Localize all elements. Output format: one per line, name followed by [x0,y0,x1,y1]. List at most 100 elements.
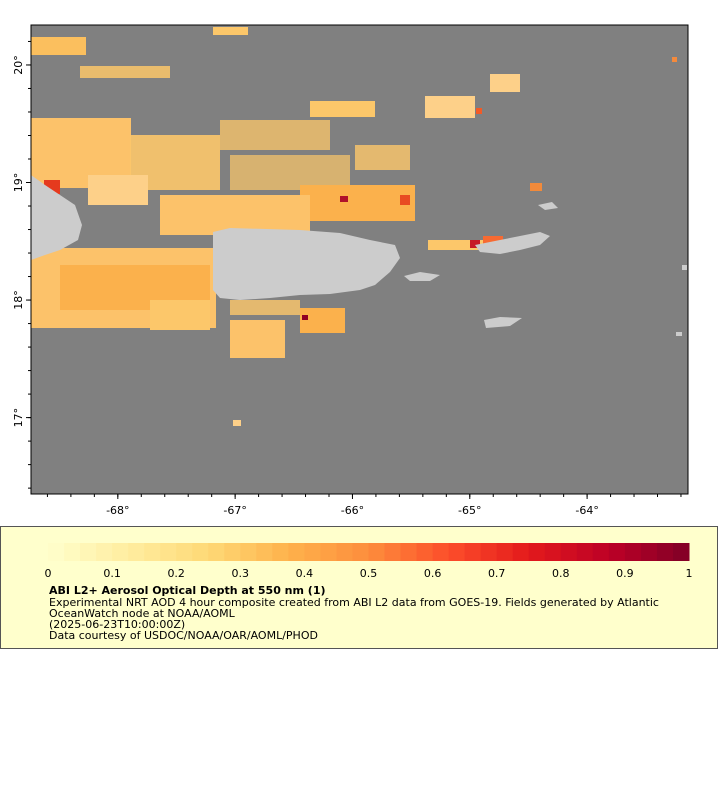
colorbar-cell [320,543,337,561]
colorbar-cell [128,543,145,561]
colorbar-cell [496,543,514,561]
aod-patch [530,183,542,191]
colorbar-cell [576,543,594,561]
colorbar-cell [256,543,273,561]
colorbar-tick-label: 0.2 [167,567,185,580]
colorbar-cell [448,543,466,561]
colorbar-cell [608,543,626,561]
legend-title: ABI L2+ Aerosol Optical Depth at 550 nm … [49,584,326,597]
map-plot[interactable]: -68° -67° -66° -65° -64° 20° 19° 18° 17° [0,0,720,520]
colorbar-cell [80,543,97,561]
colorbar-tick-label: 0.6 [424,567,442,580]
colorbar-cell [480,543,498,561]
aod-patch [213,27,248,35]
colorbar-tick-label: 0.9 [616,567,634,580]
lon-tick-label: -66° [341,504,364,517]
lon-tick-label: -68° [106,504,129,517]
aod-hotspot [476,108,482,114]
colorbar-tick-label: 0.3 [232,567,250,580]
aod-patch [355,145,410,170]
colorbar-cell [432,543,450,561]
colorbar-cell [400,543,418,561]
aod-patch [300,185,415,221]
lon-tick-label: -64° [575,504,598,517]
lat-tick-label: 19° [12,173,25,193]
colorbar-cell [672,543,690,561]
lat-tick-label: 20° [12,55,25,75]
colorbar-cell [48,543,65,561]
colorbar-cell [464,543,482,561]
colorbar-tick-label: 0 [45,567,52,580]
aod-hotspot [400,195,410,205]
land-mask [31,175,687,336]
colorbar-cell [624,543,642,561]
colorbar-cell [96,543,113,561]
aod-hotspot [672,57,677,62]
colorbar-tick-label: 0.1 [103,567,121,580]
aod-hotspot [470,240,480,248]
colorbar-cell [288,543,305,561]
colorbar-cell [640,543,658,561]
colorbar-cell [416,543,434,561]
colorbar-cell [144,543,161,561]
colorbar-cell [208,543,225,561]
colorbar-cell [560,543,578,561]
legend-credit: Data courtesy of USDOC/NOAA/OAR/AOML/PHO… [49,629,318,642]
lat-tick-label: 17° [12,408,25,428]
colorbar-cell [272,543,289,561]
aod-patch [230,155,350,190]
aod-patch [425,96,475,118]
colorbar-ticks: 0 0.1 0.2 0.3 0.4 0.5 0.6 0.7 0.8 0.9 1 [45,567,693,580]
colorbar-cell [656,543,674,561]
aod-patch [233,420,241,426]
colorbar-tick-label: 0.8 [552,567,570,580]
colorbar-cell [64,543,81,561]
aod-patch [230,320,285,358]
colorbar-cell [592,543,610,561]
colorbar-cell [352,543,369,561]
longitude-axis: -68° -67° -66° -65° -64° [46,494,682,517]
lon-tick-label: -67° [223,504,246,517]
legend-timestamp: (2025-06-23T10:00:00Z) [49,618,186,631]
latitude-axis: 20° 19° 18° 17° [12,40,31,489]
colorbar-cells [48,543,690,561]
colorbar: 0 0.1 0.2 0.3 0.4 0.5 0.6 0.7 0.8 0.9 1 [45,543,693,580]
aod-patch [310,101,375,117]
colorbar-cell [384,543,402,561]
colorbar-cell [544,543,562,561]
aod-patch [300,308,345,333]
colorbar-cell [224,543,241,561]
map-frame [30,24,689,495]
lat-tick-label: 18° [12,290,25,310]
colorbar-cell [528,543,546,561]
colorbar-cell [240,543,257,561]
aod-hotspot [340,196,348,202]
land-islet [682,265,687,270]
colorbar-cell [160,543,177,561]
aod-patch [31,37,86,55]
colorbar-tick-label: 0.7 [488,567,506,580]
land-islet [676,332,682,336]
aod-patch [220,120,330,150]
land-puerto-rico [213,228,400,300]
land-st-croix [484,317,522,328]
colorbar-cell [304,543,321,561]
legend-panel: 0 0.1 0.2 0.3 0.4 0.5 0.6 0.7 0.8 0.9 1 ABI L2+ Ae… [0,526,718,649]
aod-patch [428,240,483,250]
legend-description: Experimental NRT AOD 4 hour composite cr… [49,596,659,620]
colorbar-cell [512,543,530,561]
land-hispaniola [31,175,82,260]
aod-overlay [31,27,677,426]
colorbar-tick-label: 1 [686,567,693,580]
colorbar-tick-label: 0.4 [296,567,314,580]
colorbar-cell [336,543,353,561]
colorbar-cell [192,543,209,561]
land-anguilla [538,202,558,210]
lon-tick-label: -65° [458,504,481,517]
map-figure: -68° -67° -66° -65° -64° 20° 19° 18° 17° [0,0,720,520]
aod-patch [490,74,520,92]
colorbar-cell [368,543,386,561]
aod-patch [230,300,300,315]
land-virgin-islands [475,232,550,254]
colorbar-cell [176,543,193,561]
